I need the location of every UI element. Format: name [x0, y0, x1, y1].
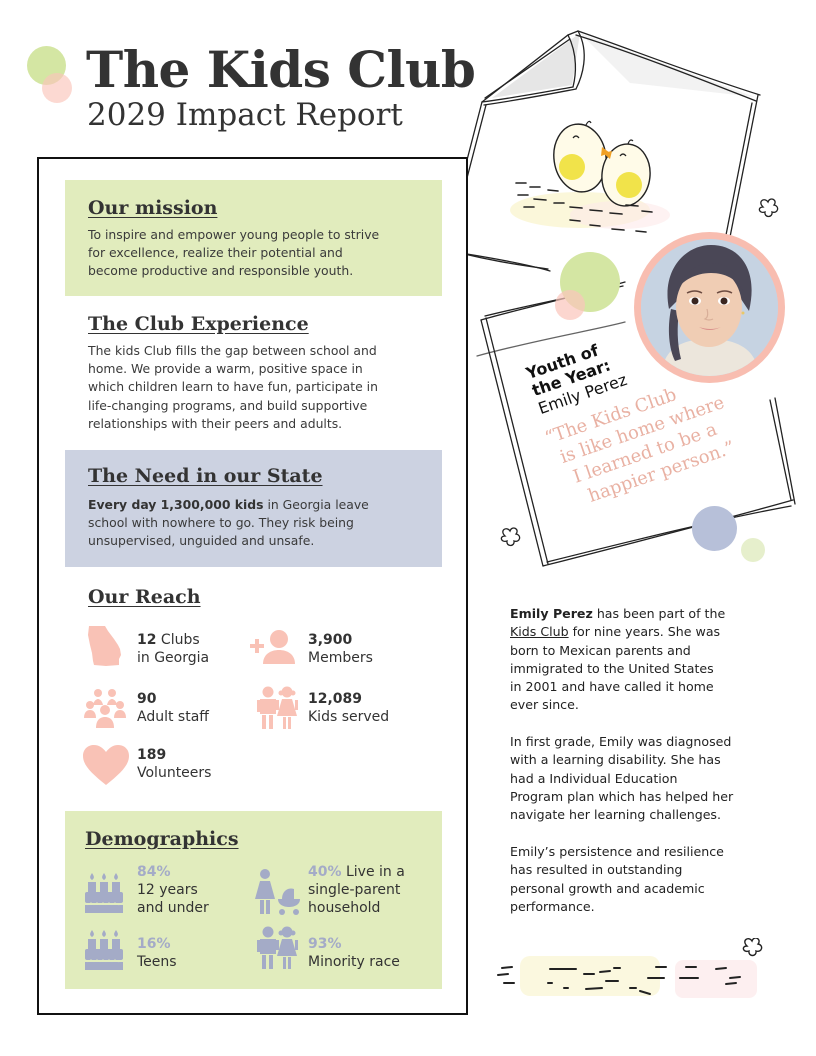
- grass-doodle-illustration: [497, 938, 763, 998]
- need-heading: The Need in our State: [88, 465, 323, 487]
- youth-photo: [641, 239, 778, 376]
- demographic-stat-under-12: 84% 12 years and under: [137, 864, 209, 916]
- decorative-pink-dot: [42, 73, 72, 103]
- page-title: The Kids Club: [86, 40, 476, 99]
- heart-icon: [83, 745, 129, 785]
- decorative-pink-dot: [555, 290, 585, 320]
- staff-group-icon: [84, 689, 126, 728]
- bio-paragraph-1: Emily Perez has been part of the Kids Cl…: [510, 606, 726, 713]
- birthday-cake-icon: [85, 873, 123, 913]
- decorative-blue-dot: [692, 506, 737, 551]
- experience-heading: The Club Experience: [88, 313, 309, 335]
- bio-paragraph-2: In first grade, Emily was diagnosed with…: [510, 734, 734, 823]
- kids-icon: [257, 686, 298, 729]
- page-subtitle: 2029 Impact Report: [87, 97, 403, 133]
- decorative-green-dot-small: [741, 538, 765, 562]
- georgia-map-icon: [88, 626, 121, 666]
- demographic-stat-minority: 93% Minority race: [308, 936, 400, 970]
- need-section: The Need in our State Every day 1,300,00…: [65, 450, 442, 567]
- birthday-cake-icon: [85, 930, 123, 970]
- demographics-section: Demographics: [65, 811, 442, 989]
- demographic-stat-single-parent: 40% Live in a single-parent household: [308, 864, 405, 916]
- reach-stat-volunteers: 189 Volunteers: [137, 747, 212, 781]
- need-text: Every day 1,300,000 kids in Georgia leav…: [88, 497, 369, 549]
- reach-stat-members: 3,900 Members: [308, 632, 373, 666]
- reach-stat-clubs: 12 Clubs in Georgia: [137, 632, 210, 666]
- child-portrait-image: [641, 239, 778, 376]
- experience-text: The kids Club fills the gap between scho…: [88, 343, 378, 431]
- experience-section: The Club Experience The kids Club fills …: [65, 310, 442, 440]
- reach-stat-kids: 12,089 Kids served: [308, 691, 390, 725]
- demographics-heading: Demographics: [85, 828, 239, 850]
- demographic-stat-teens: 16% Teens: [137, 936, 177, 970]
- reach-stat-staff: 90 Adult staff: [137, 691, 209, 725]
- mission-text: To inspire and empower young people to s…: [88, 227, 380, 279]
- add-member-icon: [250, 630, 295, 664]
- mission-section: Our mission To inspire and empower young…: [65, 180, 442, 296]
- sketch-paper-chicks-illustration: [443, 30, 779, 272]
- kids-icon: [257, 926, 298, 969]
- bio-paragraph-3: Emily’s persistence and resilience has r…: [510, 844, 724, 914]
- kids-club-link[interactable]: Kids Club: [510, 624, 569, 640]
- mission-heading: Our mission: [88, 197, 218, 219]
- parent-stroller-icon: [255, 869, 300, 915]
- reach-heading: Our Reach: [88, 586, 201, 608]
